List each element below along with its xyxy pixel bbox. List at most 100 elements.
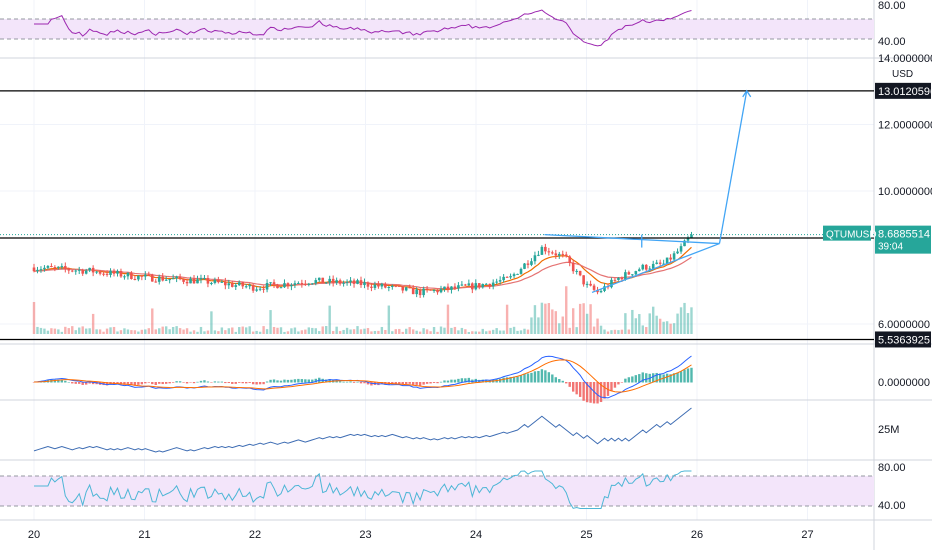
candle-body xyxy=(464,284,467,286)
candle xyxy=(554,249,558,259)
candle xyxy=(370,282,373,292)
macd-histogram-bar xyxy=(512,376,516,383)
volume-bar xyxy=(530,317,533,334)
candle xyxy=(474,279,478,291)
candle-body xyxy=(394,285,398,287)
macd-histogram-bar xyxy=(422,382,425,385)
macd-histogram-bar xyxy=(105,382,109,386)
candle-body xyxy=(373,284,377,288)
candle xyxy=(578,270,582,277)
volume-bar xyxy=(50,328,53,334)
rsi-top-tick-40: 40.00 xyxy=(878,36,906,48)
candle-body xyxy=(655,262,658,264)
candle xyxy=(436,289,439,295)
volume-bar xyxy=(342,329,345,334)
candle-body xyxy=(662,263,665,265)
volume-bar xyxy=(91,313,95,334)
macd-histogram-bar xyxy=(519,375,523,383)
volume-bar xyxy=(245,327,248,334)
volume-bar xyxy=(213,330,217,334)
macd-histogram-bar xyxy=(213,381,217,383)
volume-bar xyxy=(321,326,324,334)
candle-body xyxy=(290,284,293,287)
candle xyxy=(147,271,151,276)
macd-histogram-bar xyxy=(610,382,613,392)
candle-body xyxy=(189,278,192,284)
volume-bar xyxy=(676,313,679,334)
candle-body xyxy=(631,274,634,276)
macd-histogram-bar xyxy=(328,379,331,383)
candle-body xyxy=(502,276,505,281)
candle-body xyxy=(317,277,321,281)
candle xyxy=(224,277,227,290)
macd-histogram-bar xyxy=(631,376,634,383)
macd-histogram-bar xyxy=(171,382,175,383)
candle-body xyxy=(241,282,245,287)
candle xyxy=(262,285,265,293)
candle xyxy=(484,282,488,285)
candle xyxy=(297,281,300,284)
candle xyxy=(537,250,540,257)
candle xyxy=(199,274,203,284)
stoch-tick-80: 80.00 xyxy=(878,462,906,474)
macd-histogram-bar xyxy=(175,381,178,383)
volume-bar xyxy=(533,305,537,334)
currency-label: USD xyxy=(892,69,913,80)
candle-body xyxy=(123,276,126,278)
macd-histogram-bar xyxy=(624,378,627,383)
volume-bar xyxy=(641,325,644,334)
volume-bar xyxy=(161,326,164,334)
macd-histogram-bar xyxy=(596,382,599,404)
macd-histogram-bar xyxy=(669,374,672,383)
candle-body xyxy=(484,283,488,285)
candle-body xyxy=(547,251,551,253)
ema-slow-line xyxy=(33,256,692,290)
macd-histogram-bar xyxy=(603,382,606,399)
candle xyxy=(317,277,321,282)
candle xyxy=(98,270,102,276)
volume-bar xyxy=(335,326,338,334)
candle xyxy=(672,251,676,261)
candle-body xyxy=(98,271,102,274)
macd-histogram-bar xyxy=(304,379,307,383)
volume-bar xyxy=(234,331,237,334)
macd-tick-zero: 0.0000000 xyxy=(878,377,930,389)
candle-body xyxy=(439,289,443,293)
candle-body xyxy=(210,282,213,284)
candles xyxy=(32,231,693,298)
stoch-band xyxy=(0,476,874,506)
volume-bar xyxy=(467,331,471,334)
volume-bar xyxy=(116,331,119,334)
volume-bar xyxy=(279,327,283,334)
volume-bar xyxy=(119,330,123,334)
volume-bar xyxy=(147,328,150,334)
candle xyxy=(39,266,43,273)
volume-bar xyxy=(620,329,624,334)
candle xyxy=(307,282,311,287)
macd-histogram-bar xyxy=(130,382,133,386)
candle-body xyxy=(634,271,638,275)
candle-body xyxy=(338,280,342,284)
candle xyxy=(331,275,335,287)
candle-body xyxy=(81,269,85,274)
candle-body xyxy=(109,270,112,275)
stoch-rsi-line xyxy=(34,470,692,509)
macd-histogram-bar xyxy=(561,380,564,383)
volume-bar xyxy=(151,308,154,334)
candle-body xyxy=(571,262,575,272)
volume-bar xyxy=(67,328,70,334)
candle xyxy=(95,270,98,275)
volume-bar xyxy=(683,302,686,334)
macd-histogram-bar xyxy=(568,382,571,387)
candle xyxy=(217,276,220,284)
x-tick-label-20: 20 xyxy=(28,529,40,541)
volume-bar xyxy=(512,326,516,334)
macd-histogram-bar xyxy=(297,378,300,383)
candle xyxy=(314,277,318,286)
volume-bar xyxy=(314,328,317,334)
volume-bar xyxy=(349,329,352,334)
macd-histogram-bar xyxy=(279,380,283,383)
candle-body xyxy=(690,234,693,238)
candle xyxy=(564,251,568,258)
macd-histogram-bar xyxy=(307,379,311,383)
